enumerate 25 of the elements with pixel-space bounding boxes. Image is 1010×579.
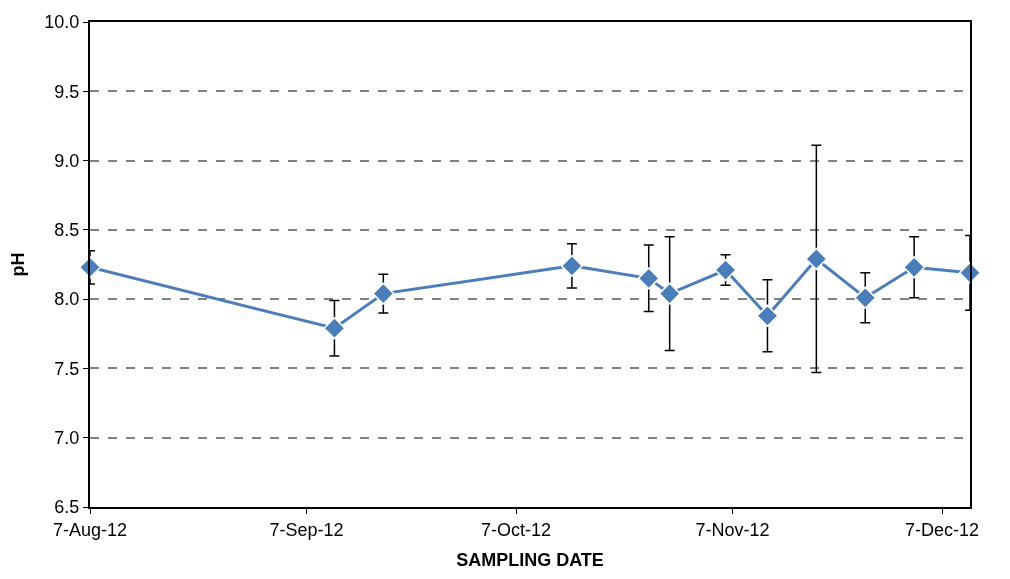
y-tick-label: 9.0 — [54, 150, 80, 171]
x-tick-label: 7-Nov-12 — [695, 519, 770, 540]
y-tick-label: 7.5 — [54, 358, 80, 379]
point — [854, 286, 877, 309]
point — [756, 304, 779, 327]
point — [658, 282, 681, 305]
y-tick-label: 6.5 — [54, 497, 80, 518]
y-axis-title: pH — [8, 252, 29, 277]
x-tick-label: 7-Dec-12 — [905, 519, 980, 540]
x-tick-label: 7-Sep-12 — [269, 519, 344, 540]
point — [372, 282, 395, 305]
y-tick-label: 9.5 — [54, 81, 80, 102]
point — [560, 254, 584, 278]
y-tick-label: 10.0 — [44, 12, 80, 33]
point — [637, 267, 660, 290]
point — [714, 258, 737, 282]
x-tick-label: 7-Aug-12 — [52, 519, 128, 540]
point — [805, 247, 828, 271]
point — [902, 256, 926, 279]
y-tick-label: 8.0 — [54, 289, 80, 310]
x-axis-title: SAMPLING DATE — [456, 550, 604, 571]
y-tick-label: 8.5 — [54, 220, 80, 241]
x-tick-label: 7-Oct-12 — [481, 519, 552, 540]
y-tick-label: 7.0 — [54, 428, 80, 449]
point — [323, 317, 346, 340]
